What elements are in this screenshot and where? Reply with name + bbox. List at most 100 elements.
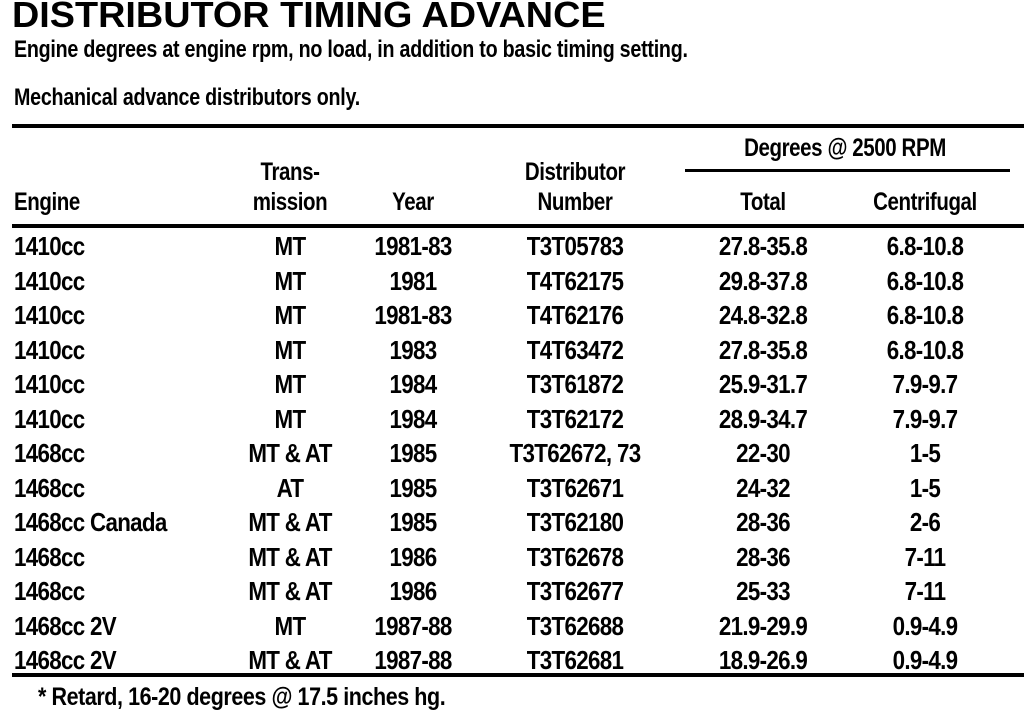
cell-centrifugal: 7.9-9.7 [892, 369, 958, 399]
cell-centrifugal: 6.8-10.8 [886, 231, 964, 261]
cell-year: 1986 [389, 576, 437, 606]
cell-centrifugal: 7-11 [904, 576, 946, 606]
cell-distributor-number: T3T62678 [526, 541, 624, 572]
cell-centrifugal: 6.8-10.8 [886, 265, 964, 296]
header-degrees-group: Degrees @ 2500 RPM [744, 134, 946, 162]
table-row: 1410cc MT 1984 T3T62172 28.9-34.7 7.9-9.7 [0, 402, 1024, 436]
cell-total: 25.9-31.7 [718, 369, 808, 399]
cell-total: 24.8-32.8 [718, 300, 808, 330]
cell-transmission: MT & AT [248, 507, 332, 537]
cell-engine: 1468cc 2V [14, 645, 117, 675]
cell-engine: 1410cc [14, 265, 85, 296]
cell-distributor-number: T4T62176 [526, 300, 624, 330]
header-engine: Engine [14, 188, 80, 216]
cell-distributor-number: T3T62688 [526, 610, 624, 641]
table-row: 1468cc MT & AT 1985 T3T62672, 73 22-30 1-5 [0, 436, 1024, 470]
cell-total: 28.9-34.7 [718, 403, 808, 434]
cell-transmission: MT & AT [248, 438, 332, 468]
cell-engine: 1410cc [14, 369, 85, 399]
cell-year: 1981-83 [374, 300, 452, 330]
cell-transmission: MT [274, 265, 307, 296]
header-rule [12, 224, 1024, 228]
table-row: 1468cc 2V MT 1987-88 T3T62688 21.9-29.9 0.9-4… [0, 609, 1024, 643]
group-rule [685, 169, 1010, 172]
header-total: Total [740, 188, 786, 216]
table-row: 1410cc MT 1984 T3T61872 25.9-31.7 7.9-9.7 [0, 367, 1024, 401]
cell-year: 1987-88 [374, 610, 452, 641]
cell-total: 27.8-35.8 [718, 231, 808, 261]
cell-transmission: MT & AT [248, 576, 332, 606]
footnote: * Retard, 16-20 degrees @ 17.5 inches hg… [38, 683, 446, 711]
cell-transmission: MT [274, 300, 307, 330]
cell-distributor-number: T3T62672, 73 [509, 438, 642, 468]
cell-distributor-number: T3T62671 [526, 472, 624, 503]
cell-transmission: MT & AT [248, 541, 332, 572]
cell-transmission: MT [274, 231, 307, 261]
cell-year: 1985 [389, 472, 437, 503]
cell-total: 27.8-35.8 [718, 334, 808, 365]
cell-year: 1981-83 [374, 231, 452, 261]
cell-engine: 1410cc [14, 300, 85, 330]
cell-total: 21.9-29.9 [718, 610, 808, 641]
cell-engine: 1468cc [14, 576, 85, 606]
cell-transmission: MT [274, 369, 307, 399]
header-centrifugal: Centrifugal [873, 188, 977, 216]
cell-distributor-number: T4T62175 [526, 265, 624, 296]
cell-total: 28-36 [736, 541, 790, 572]
cell-centrifugal: 6.8-10.8 [886, 334, 964, 365]
cell-engine: 1410cc [14, 231, 85, 261]
cell-transmission: AT [276, 472, 304, 503]
cell-total: 29.8-37.8 [718, 265, 808, 296]
table-row: 1410cc MT 1983 T4T63472 27.8-35.8 6.8-10.8 [0, 333, 1024, 367]
header-distributor-line1: Distributor [524, 158, 626, 186]
cell-engine: 1468cc [14, 541, 85, 572]
cell-total: 28-36 [736, 507, 790, 537]
cell-year: 1984 [389, 403, 437, 434]
header-transmission-line2: mission [252, 188, 328, 216]
cell-total: 24-32 [736, 472, 790, 503]
cell-centrifugal: 0.9-4.9 [892, 610, 958, 641]
cell-centrifugal: 6.8-10.8 [886, 300, 964, 330]
header-distributor-line2: Number [537, 188, 613, 216]
cell-distributor-number: T3T62681 [526, 645, 624, 675]
cell-engine: 1410cc [14, 334, 85, 365]
header-transmission-line1: Trans- [260, 158, 320, 186]
cell-year: 1983 [389, 334, 437, 365]
top-rule [12, 124, 1024, 128]
subtitle-note: Mechanical advance distributors only. [14, 84, 360, 111]
page-title: DISTRIBUTOR TIMING ADVANCE [12, 0, 606, 35]
cell-year: 1981 [389, 265, 437, 296]
table-row: 1468cc MT & AT 1986 T3T62677 25-33 7-11 [0, 574, 1024, 608]
cell-transmission: MT & AT [248, 645, 332, 675]
cell-year: 1985 [389, 507, 437, 537]
cell-year: 1986 [389, 541, 437, 572]
cell-transmission: MT [274, 403, 307, 434]
cell-year: 1985 [389, 438, 437, 468]
table-row: 1410cc MT 1981-83 T3T05783 27.8-35.8 6.8-10.8 [0, 229, 1024, 263]
cell-transmission: MT [274, 610, 307, 641]
cell-engine: 1468cc [14, 472, 85, 503]
cell-centrifugal: 0.9-4.9 [892, 645, 958, 675]
table-row: 1410cc MT 1981-83 T4T62176 24.8-32.8 6.8-10.8 [0, 298, 1024, 332]
cell-total: 18.9-26.9 [718, 645, 808, 675]
cell-centrifugal: 2-6 [909, 507, 941, 537]
cell-engine: 1468cc Canada [14, 507, 167, 537]
table-row: 1468cc MT & AT 1986 T3T62678 28-36 7-11 [0, 540, 1024, 574]
cell-centrifugal: 1-5 [909, 438, 941, 468]
cell-centrifugal: 7.9-9.7 [892, 403, 958, 434]
table-row: 1468cc AT 1985 T3T62671 24-32 1-5 [0, 471, 1024, 505]
cell-engine: 1468cc [14, 438, 85, 468]
header-year: Year [392, 188, 434, 216]
cell-engine: 1468cc 2V [14, 610, 117, 641]
cell-total: 25-33 [736, 576, 790, 606]
table-row: 1468cc 2V MT & AT 1987-88 T3T62681 18.9-26.9… [0, 643, 1024, 677]
cell-distributor-number: T3T62180 [526, 507, 624, 537]
cell-engine: 1410cc [14, 403, 85, 434]
cell-distributor-number: T3T05783 [526, 231, 624, 261]
table-row: 1410cc MT 1981 T4T62175 29.8-37.8 6.8-10.8 [0, 264, 1024, 298]
cell-centrifugal: 1-5 [909, 472, 941, 503]
cell-distributor-number: T3T62677 [526, 576, 624, 606]
cell-distributor-number: T3T61872 [526, 369, 624, 399]
cell-distributor-number: T4T63472 [526, 334, 624, 365]
